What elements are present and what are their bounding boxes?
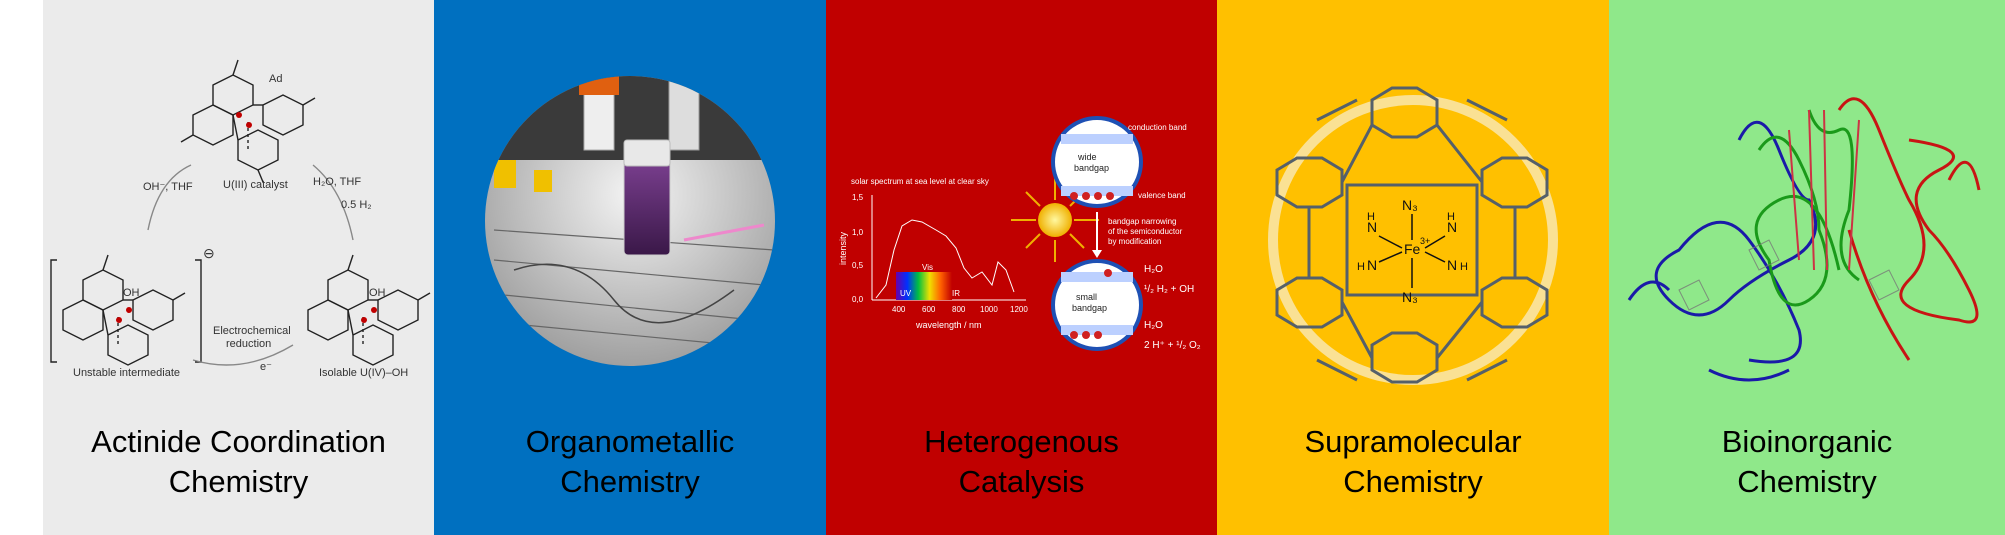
- wide-label: wide: [1077, 152, 1097, 162]
- h2o-label-1: H₂O: [1144, 264, 1163, 275]
- bandgap-label-1: bandgap: [1074, 163, 1109, 173]
- narrowing-label-2: of the semiconductor: [1108, 227, 1183, 236]
- label-isolable: Isolable U(IV)–OH: [319, 367, 408, 379]
- bandgap-label-2: bandgap: [1072, 303, 1107, 313]
- vis-label: Vis: [922, 263, 933, 272]
- title-line2: Catalysis: [958, 464, 1085, 499]
- xtick-4: 1000: [980, 305, 998, 314]
- unstable-intermediate-molecule: [62, 254, 186, 366]
- protein-ribbon-structure: [1627, 97, 1981, 382]
- zeolite-framework: N₃ N₃ N H N H N H N H Fe 3+: [1268, 86, 1558, 385]
- ytick-2: 1,0: [852, 228, 864, 237]
- solar-spectrum-chart: solar spectrum at sea level at clear sky…: [838, 177, 1028, 330]
- xtick-1: 400: [892, 305, 906, 314]
- label-catalyst: U(III) catalyst: [223, 179, 288, 191]
- label-unstable-intermediate: Unstable intermediate: [73, 367, 180, 379]
- reaction-2: 2 H⁺ + ¹/₂ O₂: [1144, 340, 1201, 351]
- nh-br-n: N: [1447, 257, 1457, 273]
- wide-bandgap-circle: [1051, 116, 1143, 208]
- title-line1: Organometallic: [525, 424, 735, 459]
- nh-tl-n: N: [1367, 219, 1377, 235]
- title-line1: Actinide Coordination: [91, 424, 386, 459]
- label-oh-thf: OH⁻, THF: [143, 181, 193, 193]
- solar-spectrum-title: solar spectrum at sea level at clear sky: [851, 177, 989, 186]
- nh-tr-n: N: [1447, 219, 1457, 235]
- label-eminus: e⁻: [260, 361, 272, 373]
- panel-bioinorganic[interactable]: Bioinorganic Chemistry: [1609, 0, 2005, 535]
- sun-icon: [1011, 178, 1099, 262]
- title-line2: Chemistry: [560, 464, 700, 499]
- valence-band-label: valence band: [1138, 191, 1186, 200]
- panel-title-organometallic: Organometallic Chemistry: [434, 422, 826, 502]
- label-electrochemical: Electrochemical: [213, 325, 291, 337]
- panel-title-heterogenous: Heterogenous Catalysis: [826, 422, 1217, 502]
- small-label: small: [1076, 292, 1097, 302]
- title-line2: Chemistry: [168, 464, 309, 499]
- xtick-3: 800: [952, 305, 966, 314]
- label-h2: 0.5 H₂: [341, 199, 372, 211]
- h2o-label-2: H₂O: [1144, 320, 1163, 331]
- panel-title-bioinorganic: Bioinorganic Chemistry: [1609, 422, 2005, 502]
- nh-bl-n: N: [1367, 257, 1377, 273]
- label-oh-left: OH: [123, 287, 140, 299]
- n3-bottom: N₃: [1402, 289, 1418, 305]
- n3-top: N₃: [1402, 197, 1418, 213]
- nh-tr-h: H: [1447, 211, 1455, 223]
- panel-heterogenous[interactable]: solar spectrum at sea level at clear sky…: [826, 0, 1217, 535]
- panel-actinide[interactable]: Ad U(III) catalyst OH⁻, THF H₂O, THF 0.5…: [43, 0, 434, 535]
- xtick-2: 600: [922, 305, 936, 314]
- xtick-5: 1200: [1010, 305, 1028, 314]
- panel-organometallic[interactable]: Organometallic Chemistry: [434, 0, 826, 535]
- title-line1: Heterogenous: [924, 424, 1119, 459]
- ytick-1: 1,5: [852, 193, 864, 202]
- panel-supramolecular[interactable]: N₃ N₃ N H N H N H N H Fe 3+ Supramolecul…: [1217, 0, 1609, 535]
- reaction-1: ¹/₂ H₂ + OH: [1144, 284, 1194, 295]
- uv-label: UV: [900, 289, 912, 298]
- x-axis-label: wavelength / nm: [915, 320, 982, 330]
- title-line1: Bioinorganic: [1721, 424, 1893, 459]
- label-oh-right: OH: [369, 287, 386, 299]
- catalytic-cycle-diagram: Ad U(III) catalyst OH⁻, THF H₂O, THF 0.5…: [50, 59, 431, 379]
- fe-charge: 3+: [1420, 236, 1430, 246]
- title-line1: Supramolecular: [1304, 424, 1522, 459]
- title-line2: Chemistry: [1343, 464, 1483, 499]
- panel-title-supramolecular: Supramolecular Chemistry: [1217, 422, 1609, 502]
- narrowing-label-3: by modification: [1108, 237, 1161, 246]
- ytick-3: 0,5: [852, 261, 864, 270]
- narrowing-label-1: bandgap narrowing: [1108, 217, 1177, 226]
- photocatalysis-diagram: solar spectrum at sea level at clear sky…: [838, 116, 1201, 351]
- lab-photo-circle: [485, 76, 775, 366]
- title-line2: Chemistry: [1737, 464, 1877, 499]
- label-reduction: reduction: [226, 338, 271, 350]
- conduction-band-label: conduction band: [1128, 123, 1187, 132]
- nh-bl-h: H: [1357, 261, 1365, 273]
- label-h2o-thf: H₂O, THF: [313, 176, 361, 188]
- nh-tl-h: H: [1367, 211, 1375, 223]
- y-axis-label: intensity: [838, 231, 848, 265]
- isolable-u-oh-molecule: [307, 254, 431, 366]
- small-bandgap-circle: [1051, 259, 1143, 351]
- fe-center: Fe: [1404, 241, 1421, 257]
- minus-charge-icon: ⊖: [203, 245, 215, 261]
- uranium-catalyst-molecule: [180, 59, 316, 183]
- ir-label: IR: [952, 289, 960, 298]
- nh-br-h: H: [1460, 261, 1468, 273]
- ytick-4: 0,0: [852, 295, 864, 304]
- label-ad: Ad: [269, 73, 282, 85]
- panel-title-actinide: Actinide Coordination Chemistry: [43, 422, 434, 502]
